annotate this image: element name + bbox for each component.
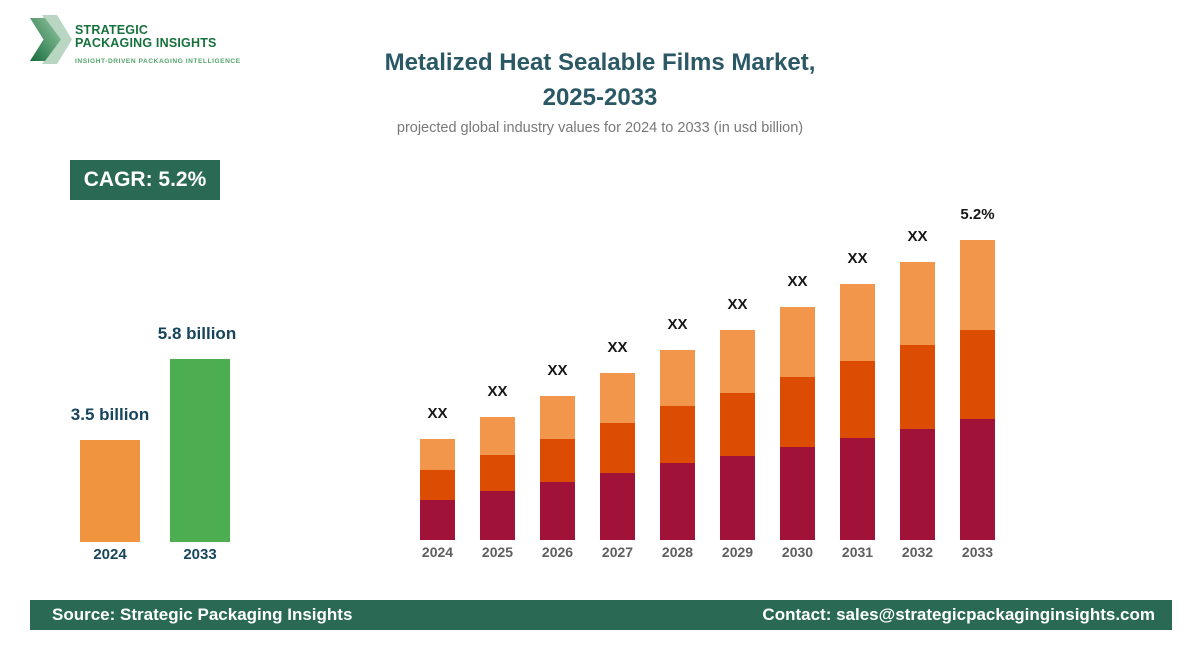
mini-bar-value-label-2024: 3.5 billion xyxy=(70,405,150,424)
bar-value-label-2025: XX xyxy=(487,383,508,400)
mini-bar-value-label-2033: 5.8 billion xyxy=(157,324,237,343)
bar-segment-top-2033 xyxy=(960,240,995,330)
bar-segment-middle-2024 xyxy=(420,470,455,500)
bar-value-label-2033: 5.2% xyxy=(960,206,995,223)
bar-segment-top-2024 xyxy=(420,439,455,470)
bar-value-label-2026: XX xyxy=(547,362,568,379)
bar-segment-bottom-2025 xyxy=(480,491,515,540)
axis-label-2032: 2032 xyxy=(901,544,934,560)
bar-segment-middle-2031 xyxy=(840,361,875,438)
title-block: Metalized Heat Sealable Films Market, 20… xyxy=(250,45,950,137)
bar-segment-middle-2026 xyxy=(540,439,575,482)
bar-segment-middle-2033 xyxy=(960,330,995,419)
axis-label-2024: 2024 xyxy=(421,544,454,560)
mini-bar-2024 xyxy=(80,440,140,542)
footer-source-text: Source: Strategic Packaging Insights xyxy=(52,605,353,624)
axis-label-2033: 2033 xyxy=(961,544,994,560)
bar-segment-top-2026 xyxy=(540,396,575,439)
mini-bar-2033 xyxy=(170,359,230,542)
logo-text: STRATEGIC PACKAGING INSIGHTS INSIGHT-DRI… xyxy=(75,13,241,65)
footer-bar: Source: Strategic Packaging Insights Con… xyxy=(30,600,1172,630)
bar-value-label-2028: XX xyxy=(667,316,688,333)
axis-label-2026: 2026 xyxy=(541,544,574,560)
bar-segment-top-2025 xyxy=(480,417,515,455)
bar-segment-bottom-2031 xyxy=(840,438,875,540)
bar-segment-top-2030 xyxy=(780,307,815,377)
bar-value-label-2030: XX xyxy=(787,273,808,290)
axis-label-2030: 2030 xyxy=(781,544,814,560)
bar-value-label-2029: XX xyxy=(727,296,748,313)
bar-segment-bottom-2028 xyxy=(660,463,695,540)
bar-segment-middle-2030 xyxy=(780,377,815,447)
axis-label-2029: 2029 xyxy=(721,544,754,560)
bar-segment-middle-2025 xyxy=(480,455,515,491)
logo-title-line1: STRATEGIC xyxy=(75,23,149,37)
logo: STRATEGIC PACKAGING INSIGHTS INSIGHT-DRI… xyxy=(30,13,241,66)
axis-label-2031: 2031 xyxy=(841,544,874,560)
bar-segment-middle-2029 xyxy=(720,393,755,456)
bar-segment-bottom-2030 xyxy=(780,447,815,540)
bar-segment-bottom-2026 xyxy=(540,482,575,540)
bar-segment-middle-2028 xyxy=(660,406,695,463)
bar-segment-bottom-2029 xyxy=(720,456,755,540)
bar-segment-bottom-2032 xyxy=(900,429,935,540)
bar-segment-middle-2027 xyxy=(600,423,635,473)
axis-label-2028: 2028 xyxy=(661,544,694,560)
logo-title-line2: PACKAGING INSIGHTS xyxy=(75,35,217,50)
bar-segment-bottom-2024 xyxy=(420,500,455,540)
axis-label-2027: 2027 xyxy=(601,544,634,560)
bar-value-label-2032: XX xyxy=(907,228,928,245)
axis-label-2025: 2025 xyxy=(481,544,514,560)
bar-segment-top-2031 xyxy=(840,284,875,361)
logo-tagline: INSIGHT-DRIVEN PACKAGING INTELLIGENCE xyxy=(75,58,241,65)
cagr-badge: CAGR: 5.2% xyxy=(70,160,220,200)
bar-segment-top-2029 xyxy=(720,330,755,393)
mini-axis-label-2024: 2024 xyxy=(93,546,127,563)
bar-value-label-2024: XX xyxy=(427,405,448,422)
page-title-line1: Metalized Heat Sealable Films Market, xyxy=(384,49,816,76)
page-title-line2: 2025-2033 xyxy=(542,84,658,111)
logo-chevron-icon xyxy=(30,15,72,64)
bar-segment-top-2032 xyxy=(900,262,935,345)
mini-axis-label-2033: 2033 xyxy=(183,546,217,563)
mini-comparison-chart: 3.5 billion 5.8 billion 2024 2033 xyxy=(0,0,300,650)
footer-contact-email[interactable]: Contact: sales@strategicpackaginginsight… xyxy=(762,605,1155,624)
bar-segment-bottom-2033 xyxy=(960,419,995,540)
bar-segment-bottom-2027 xyxy=(600,473,635,540)
bar-value-label-2027: XX xyxy=(607,339,628,356)
bar-segment-top-2027 xyxy=(600,373,635,423)
bar-value-label-2031: XX xyxy=(847,250,868,267)
bar-segment-middle-2032 xyxy=(900,345,935,429)
page-subtitle: projected global industry values for 202… xyxy=(396,120,804,136)
bar-segment-top-2028 xyxy=(660,350,695,406)
